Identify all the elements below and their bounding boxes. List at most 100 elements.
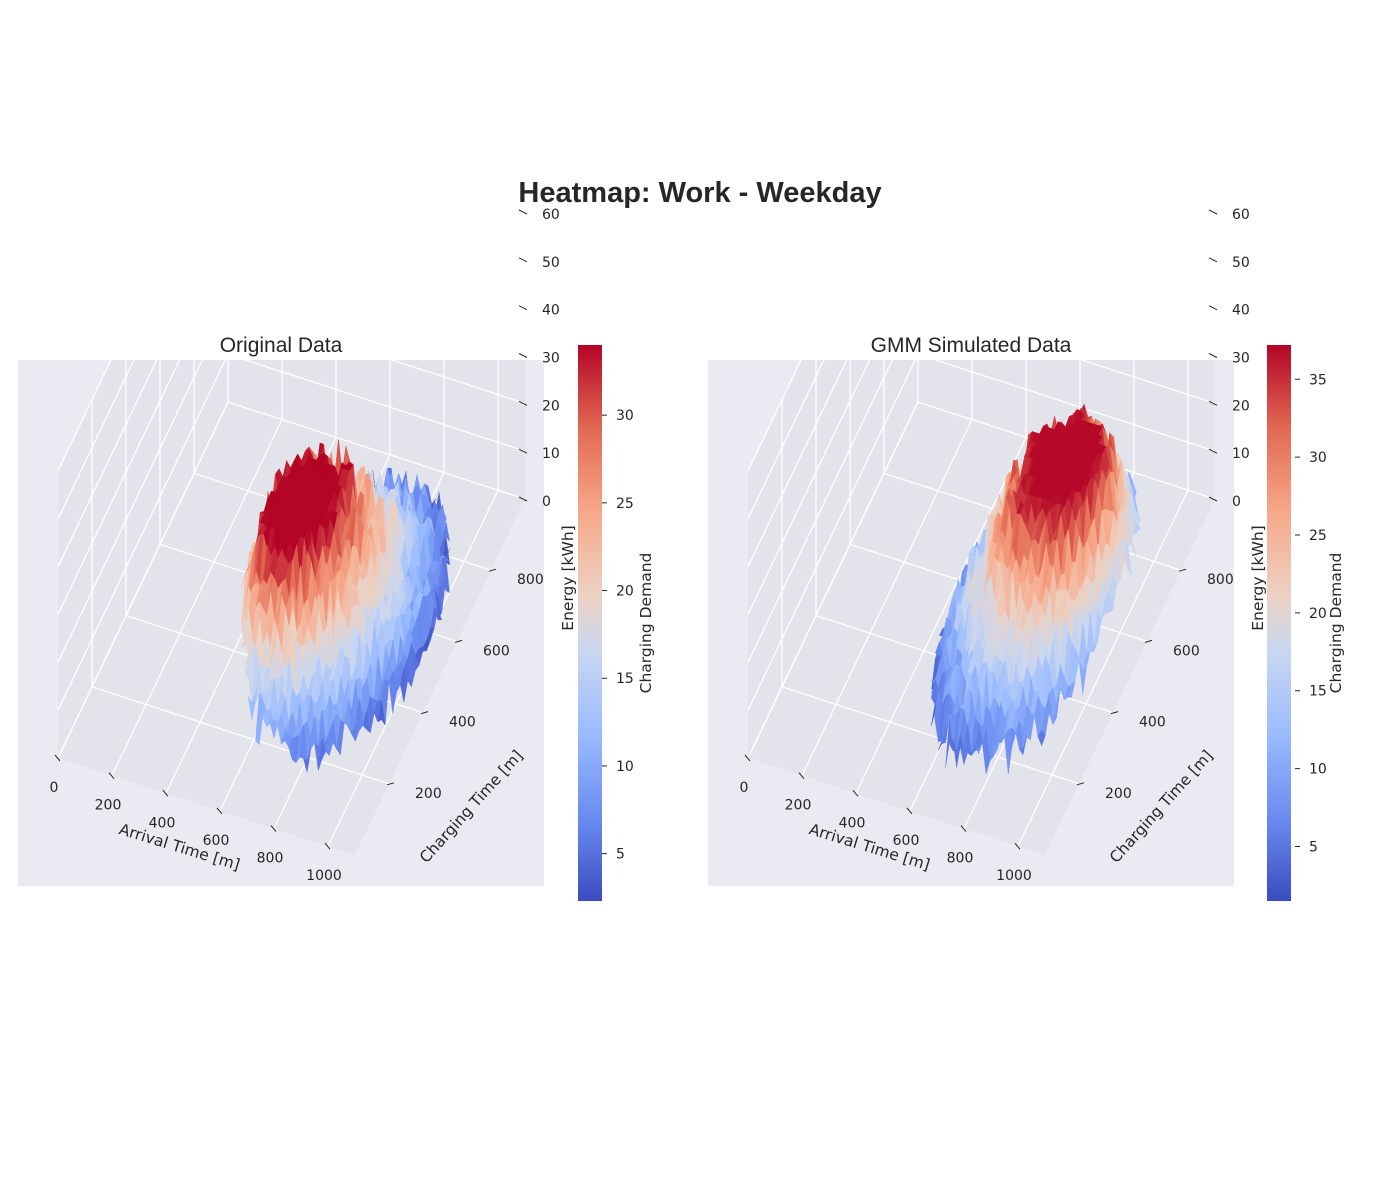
x-tick-label: 400: [149, 815, 176, 831]
z-tick-mark: [518, 448, 528, 454]
colorbar-tick-label: 5: [1309, 839, 1318, 855]
grid-line: [747, 360, 802, 472]
x-tick-mark: [108, 772, 115, 779]
z-tick-label: 60: [1232, 207, 1250, 223]
axis-ticks: 0 200 400 600 800 1000 200 400 600 800 0 10 20 30 40 50…: [740, 207, 1250, 884]
colorbar-label: Charging Demand: [637, 553, 655, 694]
y-tick-mark: [1178, 568, 1187, 572]
colorbar-tick-label: 20: [616, 584, 634, 600]
x-tick-label: 200: [95, 798, 122, 814]
x-tick-label: 800: [257, 851, 284, 867]
panel-title: GMM Simulated Data: [871, 334, 1072, 357]
colorbar-tick-label: 10: [1309, 762, 1327, 778]
y-tick-label: 800: [1207, 572, 1234, 588]
surface-facet: [1037, 729, 1046, 747]
axis-ticks: 0 200 400 600 800 1000 200 400 600 800 0 10 20 30 40 50…: [50, 207, 560, 884]
y-tick-label: 200: [415, 786, 442, 802]
colorbar-label: Charging Demand: [1327, 553, 1345, 694]
grid-line: [1080, 360, 1216, 404]
colorbar-tick-label: 30: [616, 408, 634, 424]
x-tick-label: 400: [839, 815, 866, 831]
grid-line: [747, 360, 916, 711]
y-tick-label: 600: [483, 643, 510, 659]
surface-facet: [377, 700, 386, 726]
x-tick-mark: [906, 807, 913, 815]
surface-facet: [362, 710, 371, 734]
z-tick-label: 30: [542, 351, 560, 367]
z-tick-mark: [1208, 448, 1218, 454]
y-tick-mark: [386, 782, 395, 786]
grid-line: [801, 419, 973, 776]
colorbar-tick-label: 25: [616, 496, 634, 512]
colorbar: [1267, 345, 1291, 901]
x-tick-mark: [270, 825, 277, 832]
grid-line: [57, 360, 204, 663]
z-tick-mark: [518, 496, 528, 502]
y-tick-mark: [488, 568, 497, 572]
x-tick-label: 200: [785, 798, 812, 814]
surface-facet: [1067, 680, 1076, 698]
x-tick-label: 1000: [996, 868, 1032, 884]
z-axis-label: Energy [kWh]: [559, 525, 577, 630]
z-tick-mark: [1208, 257, 1218, 263]
surface-facet: [1078, 659, 1087, 696]
grid-line: [57, 360, 112, 472]
surface-facet: [1060, 688, 1069, 700]
grid-line: [228, 163, 525, 260]
grid-line: [57, 360, 135, 520]
colorbar-tick-label: 10: [616, 759, 634, 775]
surface-facet: [388, 670, 397, 714]
x-tick-label: 0: [50, 780, 59, 796]
y-tick-mark: [1076, 782, 1085, 786]
surface-facet: [336, 719, 345, 756]
z-tick-mark: [1208, 353, 1218, 358]
x-tick-mark: [1014, 842, 1021, 850]
z-tick-mark: [518, 400, 528, 406]
surface-facet: [1018, 736, 1027, 756]
surface-facet: [1026, 712, 1035, 741]
surface-facet: [1089, 641, 1098, 653]
z-tick-mark: [518, 353, 528, 358]
grid-line: [918, 211, 1215, 308]
x-tick-label: 600: [893, 833, 920, 849]
grid-line: [57, 360, 226, 711]
z-tick-label: 40: [1232, 303, 1250, 319]
x-tick-label: 800: [947, 851, 974, 867]
z-tick-mark: [518, 209, 528, 215]
y-tick-label: 600: [1173, 643, 1200, 659]
grid-line: [57, 360, 181, 615]
grid-line: [747, 360, 894, 663]
colorbar-ticks: 5 10 15 20 25 30: [602, 408, 634, 863]
colorbar-ticks: 5 10 15 20 25 30 35: [1295, 372, 1327, 855]
z-tick-label: 0: [542, 494, 551, 510]
grid-line: [747, 360, 825, 520]
grid-line: [747, 401, 919, 759]
x-tick-mark: [162, 789, 169, 797]
colorbar-tick-label: 25: [1309, 528, 1327, 544]
y-tick-label: 400: [449, 715, 476, 731]
y-tick-mark: [1144, 639, 1153, 643]
surface-facet: [303, 749, 311, 773]
z-tick-label: 20: [1232, 398, 1250, 414]
z-tick-label: 50: [1232, 255, 1250, 271]
colorbar-tick-label: 20: [1309, 606, 1327, 622]
panel-title: Original Data: [220, 334, 343, 357]
grid-line: [747, 360, 871, 615]
grid-line: [918, 115, 1215, 212]
left-pane: [748, 360, 918, 758]
z-tick-mark: [1208, 305, 1218, 311]
surface-facet: [399, 667, 408, 703]
y-tick-label: 200: [1105, 786, 1132, 802]
grid-line: [57, 401, 229, 759]
x-tick-label: 0: [740, 780, 749, 796]
y-tick-mark: [420, 711, 429, 715]
colorbar: [578, 345, 602, 901]
grid-line: [57, 360, 158, 567]
panel-original: Original Data 02004006008001000200400600…: [18, 115, 655, 901]
panel-gmm-simulated: GMM Simulated Data 0 200 400 600 800 1000 200 4…: [708, 115, 1345, 901]
grid-line: [228, 115, 525, 212]
x-tick-mark: [324, 842, 331, 850]
z-tick-label: 10: [1232, 446, 1250, 462]
y-tick-label: 800: [517, 572, 544, 588]
